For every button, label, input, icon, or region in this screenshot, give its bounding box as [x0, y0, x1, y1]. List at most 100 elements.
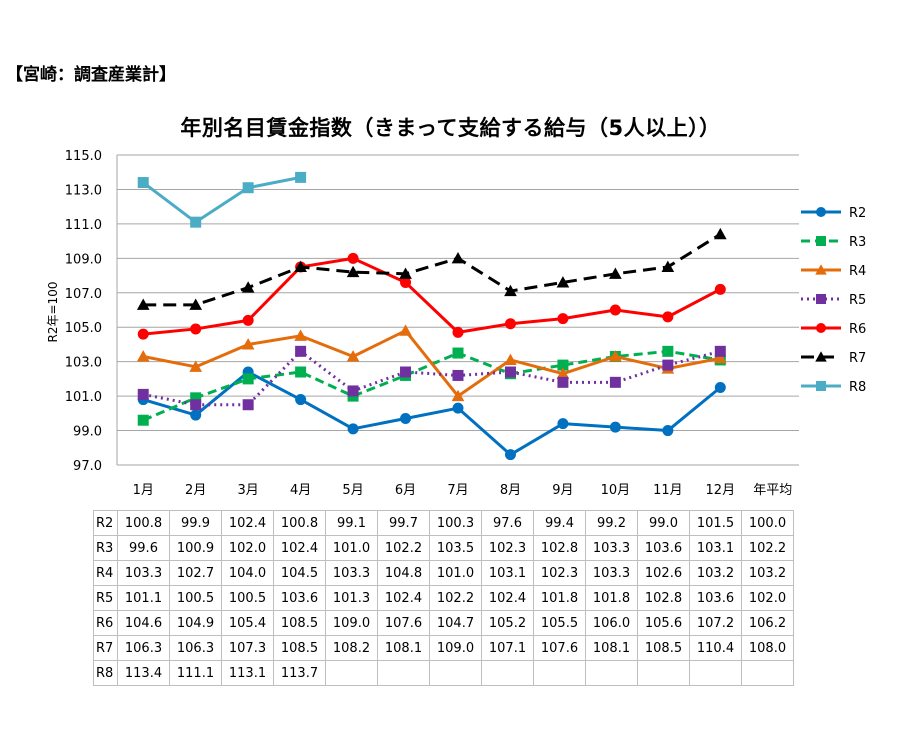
table-cell: 102.4	[221, 510, 274, 536]
data-point	[556, 276, 570, 288]
table-cell: 100.8	[117, 510, 170, 536]
legend-item-r2: R2	[801, 206, 866, 221]
x-tick-label: 4月	[290, 483, 311, 498]
table-cell: 103.3	[325, 560, 378, 586]
legend-item-r8: R8	[801, 380, 866, 395]
table-cell	[741, 660, 794, 686]
data-point	[816, 381, 826, 391]
data-point	[242, 399, 254, 411]
series-line	[142, 329, 721, 398]
table-cell: 100.9	[169, 535, 222, 561]
table-cell: 100.5	[221, 585, 274, 611]
data-point	[662, 311, 674, 323]
table-cell: 99.0	[637, 510, 690, 536]
y-tick-label: 99.0	[73, 425, 102, 440]
table-cell: 99.9	[169, 510, 222, 536]
data-point	[452, 347, 464, 359]
table-cell: 104.9	[169, 610, 222, 636]
data-point	[136, 298, 150, 310]
table-cell: 99.6	[117, 535, 170, 561]
table-cell: 102.4	[377, 585, 430, 611]
data-point	[137, 328, 149, 340]
table-cell: 108.2	[325, 635, 378, 661]
data-point	[452, 326, 464, 338]
table-cell: 102.0	[221, 535, 274, 561]
table-cell: 108.5	[273, 610, 326, 636]
table-row-header: R5	[93, 585, 118, 611]
data-point	[242, 373, 254, 385]
table-row-header: R4	[93, 560, 118, 586]
table-cell: 99.1	[325, 510, 378, 536]
legend-item-r3: R3	[801, 235, 866, 250]
table-cell: 106.3	[117, 635, 170, 661]
data-point	[816, 207, 826, 217]
series-r8	[137, 171, 307, 228]
table-cell: 103.1	[689, 535, 742, 561]
table-row: R2 100.8 99.9 102.4 100.8 99.1 99.7 100.3 97.6 99…	[93, 510, 794, 536]
table-cell: 102.0	[741, 585, 794, 611]
legend-label: R7	[849, 351, 866, 366]
y-tick-label: 107.0	[65, 287, 102, 302]
data-point	[400, 413, 412, 424]
table-cell: 102.2	[741, 535, 794, 561]
y-tick-label: 113.0	[65, 183, 102, 198]
data-point	[190, 323, 202, 335]
table-cell	[377, 660, 430, 686]
data-point	[662, 359, 674, 371]
data-point	[504, 318, 516, 330]
table-cell: 102.6	[637, 560, 690, 586]
series-line	[143, 232, 722, 307]
table-cell: 104.8	[377, 560, 430, 586]
table-row-header: R6	[93, 610, 118, 636]
table-cell: 100.3	[429, 510, 482, 536]
data-point	[137, 388, 149, 400]
data-point	[609, 304, 621, 316]
data-point	[609, 267, 622, 279]
table-cell: 102.7	[169, 560, 222, 586]
table-cell: 107.1	[481, 635, 534, 661]
data-point	[504, 366, 516, 378]
table-cell	[585, 660, 638, 686]
legend-label: R5	[849, 293, 866, 308]
table-cell	[533, 660, 586, 686]
data-point	[557, 313, 569, 325]
table-cell: 107.6	[533, 635, 586, 661]
table-cell: 101.0	[429, 560, 482, 586]
table-cell: 105.2	[481, 610, 534, 636]
series-line	[143, 256, 722, 336]
data-point	[452, 402, 464, 414]
table-cell: 102.3	[481, 535, 534, 561]
data-point	[400, 276, 412, 288]
y-tick-label: 103.0	[65, 356, 102, 371]
data-point	[399, 267, 412, 279]
table-cell: 101.3	[325, 585, 378, 611]
series-r6	[137, 252, 726, 340]
x-tick-label: 6月	[395, 483, 416, 498]
y-tick-label: 97.0	[73, 459, 102, 474]
table-row: R8 113.4 111.1 113.1 113.7	[93, 660, 794, 686]
table-cell: 103.3	[585, 535, 638, 561]
series-r5	[137, 345, 726, 411]
table-cell: 110.4	[689, 635, 742, 661]
data-point	[294, 260, 307, 273]
data-point	[609, 421, 621, 433]
legend-item-r6: R6	[801, 322, 866, 337]
table-cell: 100.8	[273, 510, 326, 536]
table-cell	[481, 660, 534, 686]
x-tick-label: 2月	[185, 483, 206, 498]
table-cell: 101.0	[325, 535, 378, 561]
x-tick-label: 年平均	[753, 483, 792, 498]
data-point	[400, 366, 412, 378]
table-row: R3 99.6 100.9 102.0 102.4 101.0 102.2 103.5 102.…	[93, 535, 794, 561]
data-point	[242, 314, 254, 326]
legend-label: R6	[849, 322, 866, 337]
data-point	[557, 359, 569, 371]
data-point	[347, 423, 359, 435]
series-r4	[136, 324, 727, 402]
table-cell: 99.7	[377, 510, 430, 536]
series-lines	[136, 171, 727, 461]
data-point	[713, 351, 727, 364]
table-row-header: R3	[93, 535, 118, 561]
x-axis: 1月 2月 3月 4月 5月 6月 7月 8月 9月 10月 11月 12月 年平均	[133, 483, 793, 498]
table-cell: 99.2	[585, 510, 638, 536]
